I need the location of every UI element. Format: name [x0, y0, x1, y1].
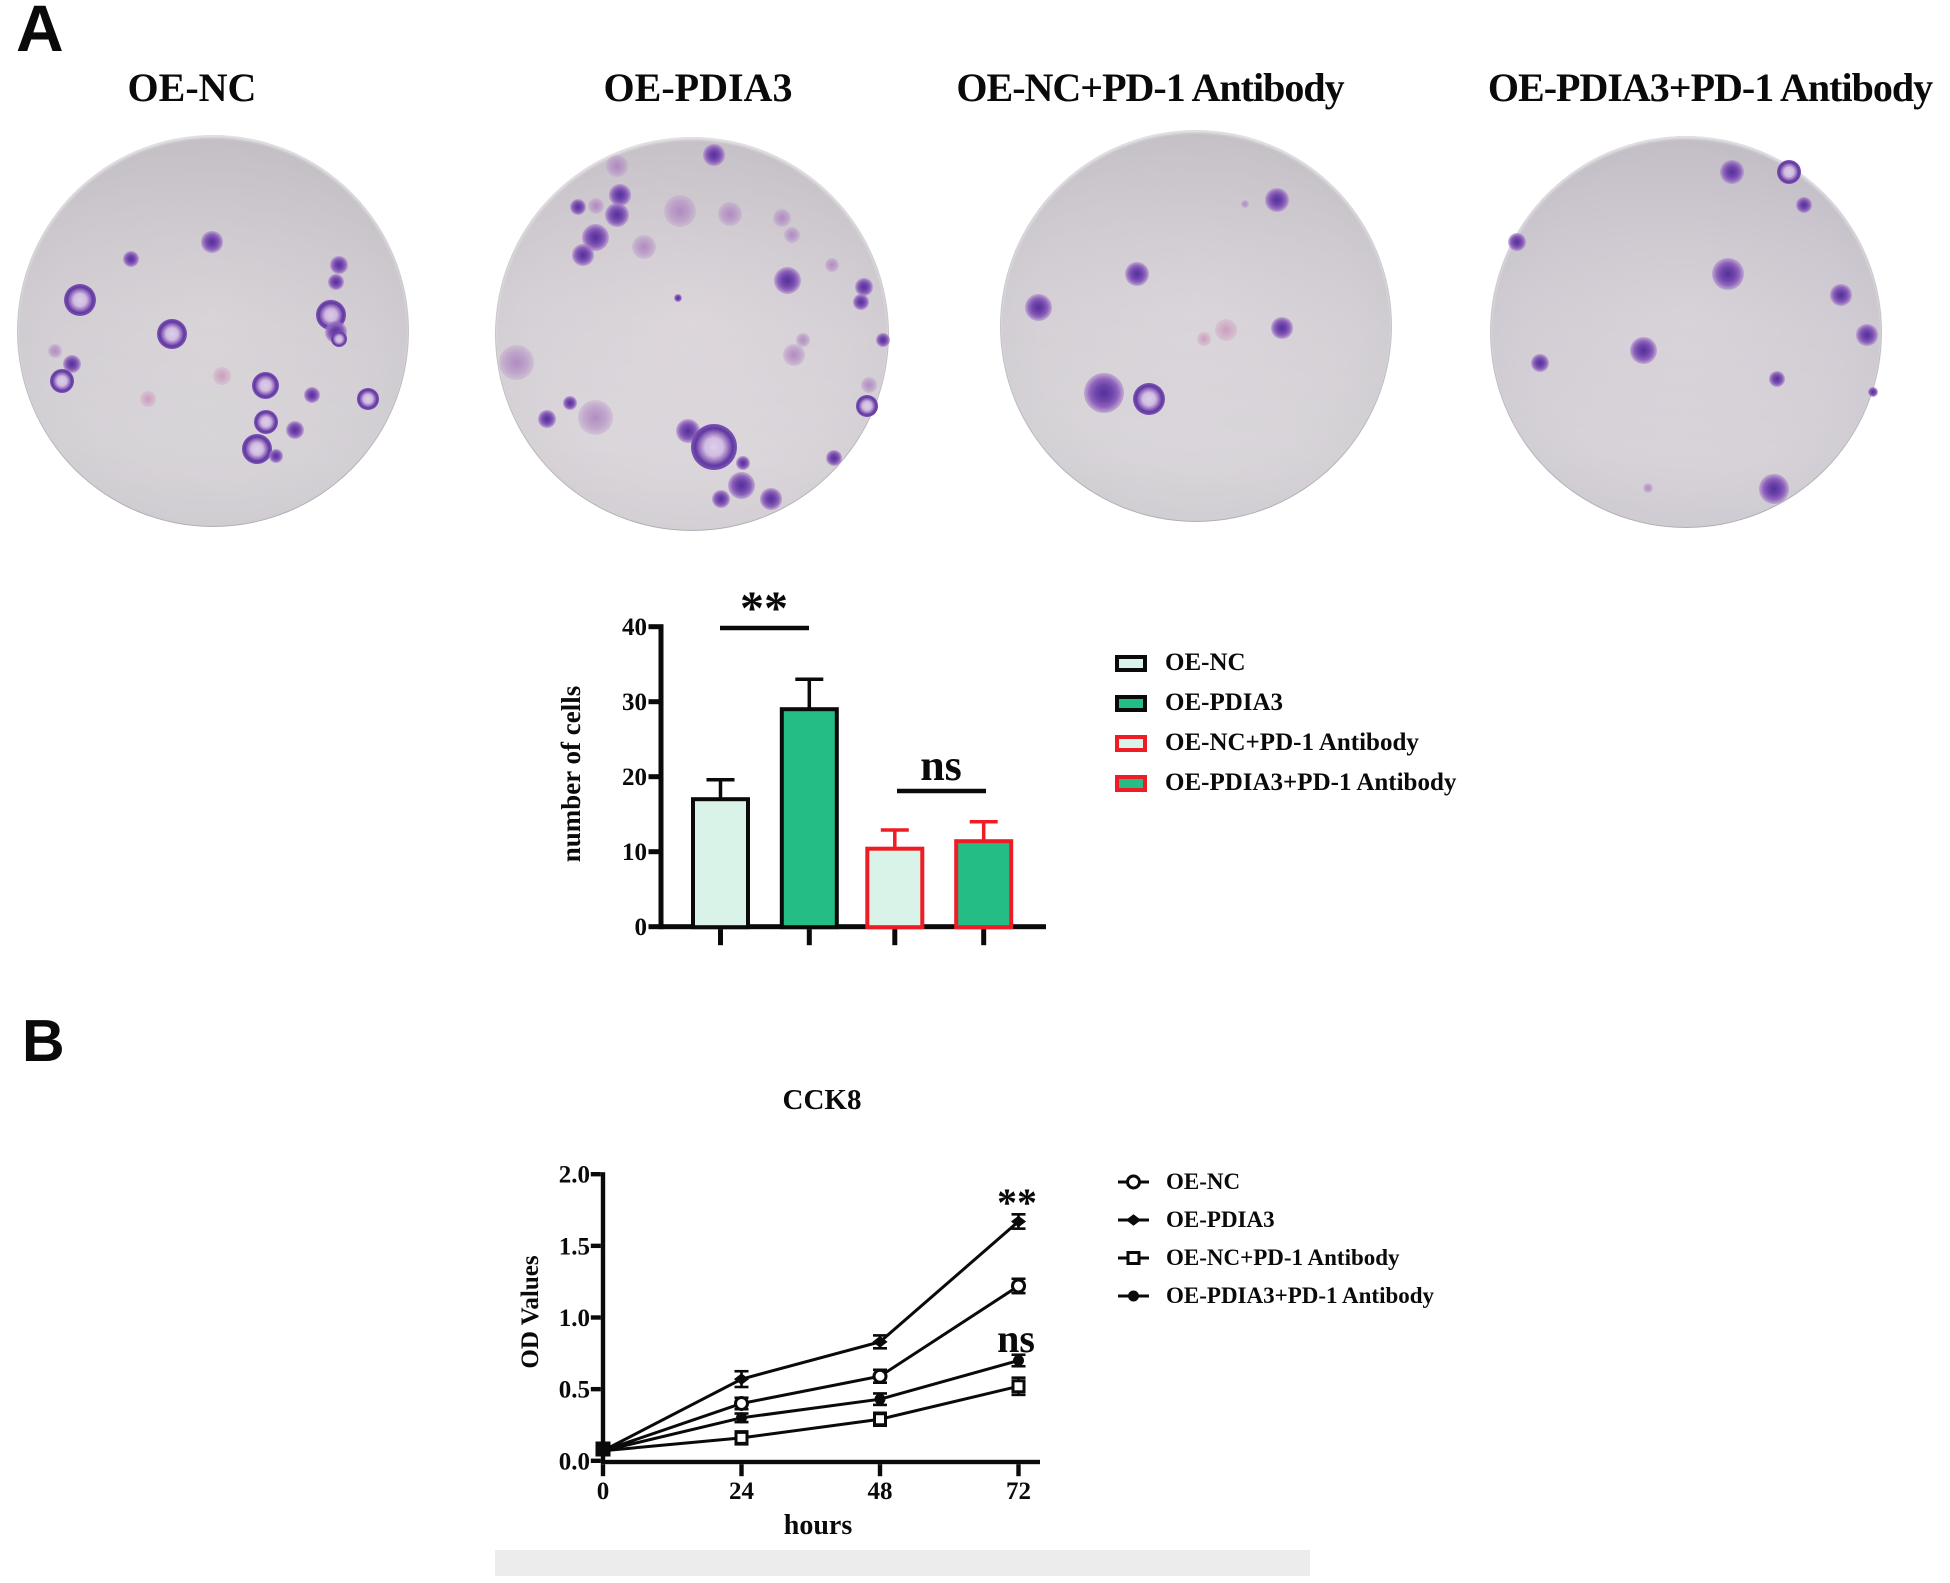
- svg-text:2.0: 2.0: [559, 1162, 590, 1189]
- svg-text:**: **: [740, 582, 788, 635]
- svg-text:1.5: 1.5: [559, 1233, 590, 1260]
- svg-text:0: 0: [597, 1478, 610, 1505]
- svg-text:hours: hours: [784, 1510, 853, 1541]
- svg-text:ns: ns: [920, 741, 962, 790]
- svg-text:40: 40: [622, 614, 647, 641]
- svg-text:ns: ns: [997, 1316, 1035, 1361]
- svg-text:72: 72: [1006, 1478, 1031, 1505]
- svg-text:0.0: 0.0: [559, 1448, 590, 1475]
- svg-text:number of cells: number of cells: [556, 686, 586, 863]
- svg-text:20: 20: [622, 764, 647, 791]
- svg-text:**: **: [997, 1180, 1037, 1225]
- svg-text:10: 10: [622, 839, 647, 866]
- svg-text:30: 30: [622, 689, 647, 716]
- svg-text:1.0: 1.0: [559, 1305, 590, 1332]
- svg-text:0: 0: [635, 914, 648, 941]
- svg-text:0.5: 0.5: [559, 1377, 590, 1404]
- svg-text:48: 48: [868, 1478, 893, 1505]
- svg-text:OD Values: OD Values: [517, 1255, 544, 1369]
- svg-text:24: 24: [729, 1478, 755, 1505]
